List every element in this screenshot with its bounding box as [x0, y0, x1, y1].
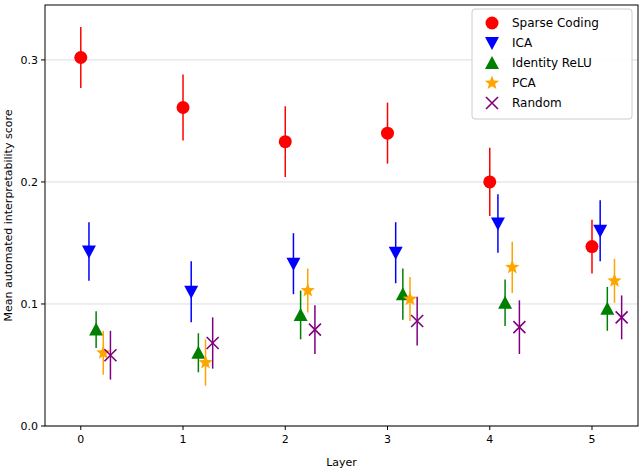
- x-tick: [591, 426, 592, 430]
- point: [207, 337, 219, 349]
- x-tick: [489, 426, 490, 430]
- point: [198, 355, 212, 369]
- point: [184, 286, 198, 299]
- chart: 0.0 0.1 0.2 0.3 0 1 2 3 4 5 Layer Mean automated in…: [0, 0, 640, 471]
- point: [294, 308, 308, 321]
- legend-box: [472, 9, 632, 119]
- point: [483, 175, 496, 188]
- point: [403, 292, 417, 306]
- point: [381, 127, 394, 140]
- point: [411, 315, 423, 327]
- point: [389, 247, 403, 260]
- x-tick-label: 1: [180, 433, 187, 446]
- legend-marker: [485, 56, 499, 69]
- x-tick: [80, 426, 81, 430]
- x-tick-label: 4: [486, 433, 493, 446]
- y-tick-label: 0.1: [21, 298, 39, 311]
- legend: Sparse Coding ICA Identity ReLU PCA Random: [472, 9, 632, 119]
- y-tick: [41, 426, 45, 427]
- point: [505, 260, 519, 274]
- point: [286, 258, 300, 271]
- point: [301, 283, 315, 297]
- plot-frame: [45, 5, 638, 426]
- x-tick-label: 2: [282, 433, 289, 446]
- legend-marker: [486, 97, 498, 109]
- y-tick: [41, 59, 45, 60]
- point: [89, 323, 103, 336]
- legend-marker: [485, 37, 499, 50]
- legend-label: Sparse Coding: [512, 16, 599, 30]
- point: [82, 245, 96, 258]
- point: [498, 296, 512, 309]
- legend-label: ICA: [512, 36, 533, 50]
- x-tick-label: 0: [77, 433, 84, 446]
- grid-line: [45, 303, 638, 304]
- point: [104, 349, 116, 361]
- point: [279, 135, 292, 148]
- point: [585, 240, 598, 253]
- legend-marker: [485, 76, 499, 90]
- y-tick: [41, 181, 45, 182]
- point: [593, 225, 607, 238]
- y-axis-label: Mean automated interpretability score: [2, 109, 15, 321]
- point: [616, 311, 628, 323]
- legend-label: PCA: [512, 76, 537, 90]
- point: [74, 51, 87, 64]
- x-tick-label: 3: [384, 433, 391, 446]
- y-tick-label: 0.3: [21, 54, 39, 67]
- y-tick-label: 0.0: [21, 420, 39, 433]
- point: [600, 302, 614, 315]
- point: [191, 346, 205, 359]
- point: [607, 273, 621, 287]
- x-tick-label: 5: [588, 433, 595, 446]
- legend-label: Random: [512, 96, 562, 110]
- point: [513, 321, 525, 333]
- y-tick-label: 0.2: [21, 176, 39, 189]
- legend-marker: [486, 17, 499, 30]
- x-tick: [285, 426, 286, 430]
- point: [491, 217, 505, 230]
- x-tick: [183, 426, 184, 430]
- point: [177, 101, 190, 114]
- grid-line: [45, 181, 638, 182]
- point: [309, 324, 321, 336]
- x-axis-label: Layer: [326, 456, 357, 469]
- x-tick: [387, 426, 388, 430]
- y-tick: [41, 303, 45, 304]
- legend-label: Identity ReLU: [512, 56, 592, 70]
